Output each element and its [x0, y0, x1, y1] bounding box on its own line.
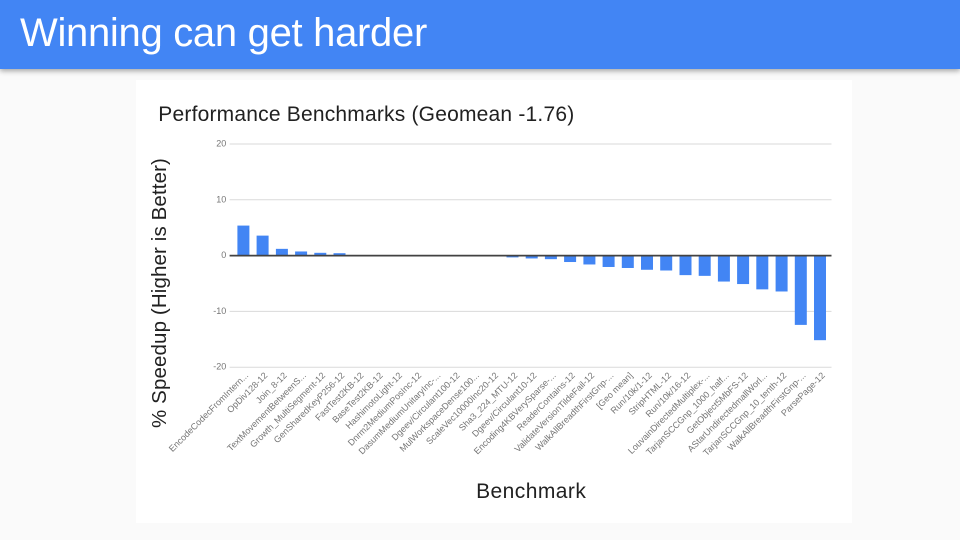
svg-text:10: 10	[216, 194, 226, 204]
svg-text:20: 20	[216, 139, 226, 149]
svg-text:0: 0	[221, 250, 226, 260]
svg-text:-20: -20	[213, 362, 226, 372]
svg-text:Benchmark: Benchmark	[476, 480, 586, 503]
svg-text:% Speedup (Higher is Better): % Speedup (Higher is Better)	[148, 158, 171, 428]
svg-text:-10: -10	[213, 306, 226, 316]
svg-text:Performance Benchmarks (Geomea: Performance Benchmarks (Geomean -1.76)	[158, 103, 574, 126]
